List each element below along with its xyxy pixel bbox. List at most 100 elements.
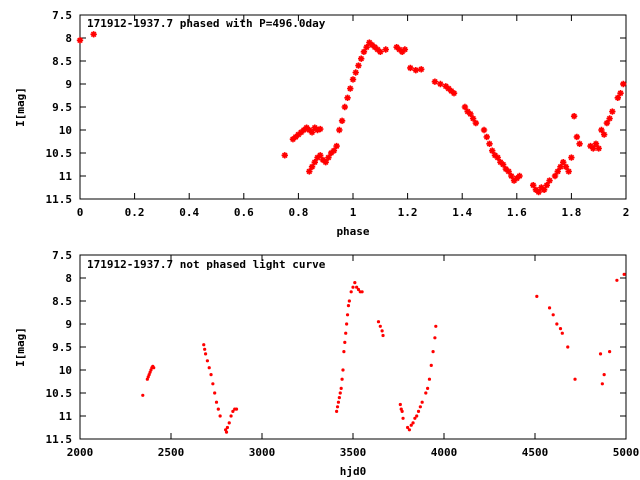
data-point bbox=[306, 168, 313, 175]
data-point bbox=[426, 386, 430, 390]
data-point bbox=[335, 405, 340, 409]
data-point bbox=[368, 41, 376, 49]
data-point bbox=[590, 145, 597, 152]
data-point bbox=[505, 168, 512, 175]
data-point bbox=[345, 313, 350, 317]
data-point bbox=[557, 163, 564, 170]
data-point bbox=[407, 428, 412, 432]
x-tick-label: 2 bbox=[623, 206, 630, 219]
y-tick-label: 8.5 bbox=[52, 295, 72, 308]
data-point bbox=[573, 133, 581, 141]
data-point bbox=[411, 421, 415, 425]
data-point bbox=[409, 423, 413, 427]
data-point bbox=[429, 363, 433, 367]
x-tick-label: 1.6 bbox=[507, 206, 527, 219]
y-axis-label: I[mag] bbox=[14, 327, 27, 367]
data-point bbox=[535, 294, 539, 298]
data-point bbox=[343, 340, 347, 344]
data-point bbox=[598, 352, 603, 356]
x-tick-label: 1.4 bbox=[452, 206, 472, 219]
data-point bbox=[336, 400, 341, 404]
data-point bbox=[620, 80, 627, 88]
data-point bbox=[338, 117, 346, 124]
data-point bbox=[560, 159, 567, 166]
data-point bbox=[205, 359, 209, 363]
data-point bbox=[300, 126, 308, 134]
data-point bbox=[489, 147, 496, 154]
data-point bbox=[341, 103, 349, 111]
y-tick-label: 11 bbox=[59, 410, 73, 423]
data-point bbox=[418, 66, 425, 73]
data-point bbox=[547, 306, 552, 310]
y-tick-label: 8 bbox=[65, 272, 72, 285]
data-point bbox=[529, 182, 537, 189]
data-point bbox=[357, 55, 365, 62]
data-point bbox=[203, 347, 207, 351]
data-point bbox=[234, 407, 239, 411]
y-tick-label: 10.5 bbox=[46, 387, 73, 400]
data-point bbox=[360, 290, 364, 294]
data-point bbox=[289, 136, 297, 143]
data-point bbox=[213, 391, 217, 395]
data-point bbox=[377, 48, 384, 55]
data-point bbox=[573, 377, 577, 381]
data-point bbox=[560, 331, 564, 335]
x-tick-label: 4500 bbox=[522, 446, 549, 459]
data-point bbox=[352, 69, 359, 76]
data-point bbox=[513, 175, 520, 182]
data-point bbox=[335, 409, 339, 413]
data-point bbox=[227, 421, 231, 425]
data-point bbox=[381, 333, 385, 338]
plot-frame bbox=[79, 14, 627, 200]
data-point bbox=[427, 377, 432, 381]
data-point bbox=[600, 131, 608, 138]
y-tick-label: 9 bbox=[65, 78, 72, 91]
data-point bbox=[344, 94, 351, 101]
data-point bbox=[415, 414, 419, 418]
plot-frame bbox=[79, 254, 627, 440]
data-point bbox=[413, 416, 417, 420]
data-point bbox=[314, 126, 321, 134]
plot-title: 171912-1937.7 phased with P=496.0day bbox=[87, 17, 326, 30]
data-point bbox=[609, 108, 616, 115]
data-point bbox=[338, 391, 342, 395]
data-point bbox=[224, 430, 229, 434]
data-point bbox=[486, 140, 493, 147]
data-point bbox=[562, 163, 570, 170]
data-point bbox=[551, 172, 559, 180]
data-point bbox=[218, 414, 222, 418]
data-point bbox=[431, 350, 435, 354]
data-point bbox=[448, 87, 455, 95]
data-point bbox=[401, 46, 409, 53]
data-point bbox=[308, 129, 316, 136]
data-point bbox=[566, 345, 570, 349]
data-point bbox=[398, 48, 406, 55]
data-point bbox=[346, 304, 351, 308]
data-point bbox=[592, 140, 600, 147]
data-point bbox=[499, 161, 507, 168]
data-point bbox=[317, 152, 324, 159]
data-point bbox=[355, 285, 359, 289]
x-axis-label: phase bbox=[336, 225, 369, 238]
data-point bbox=[587, 142, 594, 150]
data-point bbox=[472, 119, 480, 127]
data-point bbox=[203, 352, 208, 356]
data-point bbox=[494, 154, 501, 161]
phased-light-curve-panel: 0 0.2 0.4 0.6 0.8 1 1.2 1.4 1.6 1.8 2 7.5 8 8.5 9 9.5 10… bbox=[14, 9, 629, 238]
data-point bbox=[558, 327, 563, 331]
data-point bbox=[406, 425, 410, 430]
data-point bbox=[355, 62, 362, 69]
data-point bbox=[356, 287, 361, 292]
data-point bbox=[570, 113, 578, 120]
data-point bbox=[554, 168, 561, 175]
data-point bbox=[376, 320, 381, 324]
data-point bbox=[292, 133, 299, 141]
y-tick-label: 9.5 bbox=[52, 101, 72, 114]
data-point bbox=[211, 382, 215, 386]
data-point bbox=[598, 126, 605, 134]
x-tick-label: 1 bbox=[350, 206, 357, 219]
x-tick-label: 2000 bbox=[67, 446, 94, 459]
data-point bbox=[141, 393, 145, 397]
plot-title: 171912-1937.7 not phased light curve bbox=[87, 258, 326, 271]
